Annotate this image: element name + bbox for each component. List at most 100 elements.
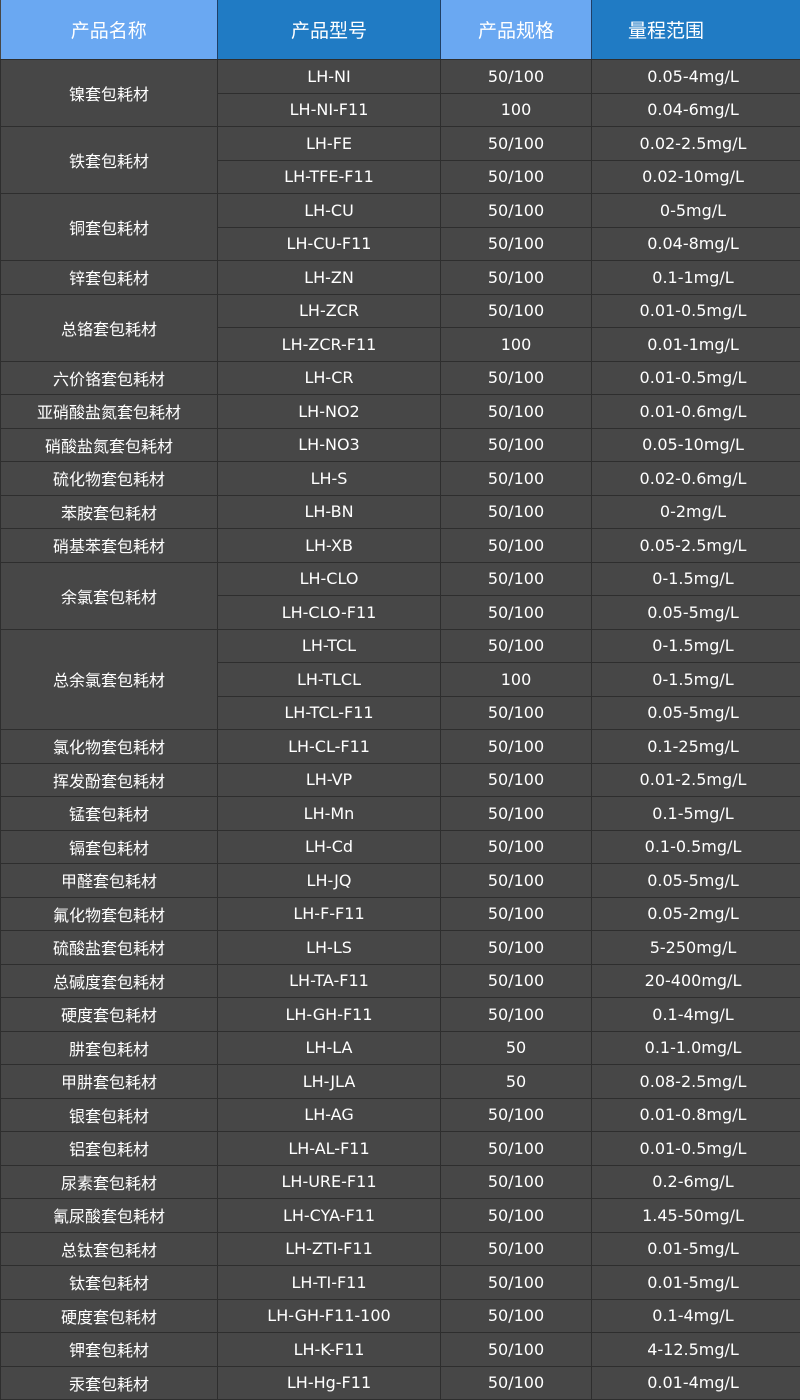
cell-product-name: 亚硝酸盐氮套包耗材 — [1, 395, 218, 429]
cell-product-name: 硝酸盐氮套包耗材 — [1, 428, 218, 462]
cell-model: LH-ZCR-F11 — [218, 328, 441, 362]
cell-spec: 50/100 — [441, 1199, 592, 1233]
cell-model: LH-CU — [218, 194, 441, 228]
cell-model: LH-LS — [218, 931, 441, 965]
cell-model: LH-JLA — [218, 1065, 441, 1099]
cell-range: 0.02-10mg/L — [592, 160, 800, 194]
cell-range: 0.1-1mg/L — [592, 261, 800, 295]
cell-spec: 50/100 — [441, 696, 592, 730]
cell-model: LH-FE — [218, 127, 441, 161]
cell-spec: 50 — [441, 1065, 592, 1099]
cell-range: 0.05-4mg/L — [592, 60, 800, 94]
cell-range: 0.04-6mg/L — [592, 93, 800, 127]
cell-model: LH-CYA-F11 — [218, 1199, 441, 1233]
cell-product-name: 氯化物套包耗材 — [1, 730, 218, 764]
cell-spec: 50/100 — [441, 127, 592, 161]
cell-spec: 50/100 — [441, 1098, 592, 1132]
cell-model: LH-TA-F11 — [218, 964, 441, 998]
cell-range: 0.08-2.5mg/L — [592, 1065, 800, 1099]
header-product-model: 产品型号 — [218, 0, 441, 60]
cell-spec: 100 — [441, 328, 592, 362]
cell-model: LH-AG — [218, 1098, 441, 1132]
cell-spec: 50/100 — [441, 1333, 592, 1367]
cell-product-name: 氰尿酸套包耗材 — [1, 1199, 218, 1233]
cell-range: 0.01-0.5mg/L — [592, 361, 800, 395]
cell-spec: 50/100 — [441, 194, 592, 228]
cell-range: 0-1.5mg/L — [592, 629, 800, 663]
cell-spec: 50/100 — [441, 261, 592, 295]
cell-model: LH-Cd — [218, 830, 441, 864]
cell-model: LH-VP — [218, 763, 441, 797]
cell-range: 0.1-4mg/L — [592, 998, 800, 1032]
cell-product-name: 镍套包耗材 — [1, 60, 218, 127]
cell-spec: 50/100 — [441, 462, 592, 496]
cell-range: 0.05-2mg/L — [592, 897, 800, 931]
cell-model: LH-GH-F11 — [218, 998, 441, 1032]
cell-spec: 50/100 — [441, 931, 592, 965]
cell-model: LH-F-F11 — [218, 897, 441, 931]
cell-model: LH-XB — [218, 529, 441, 563]
cell-product-name: 硬度套包耗材 — [1, 998, 218, 1032]
cell-product-name: 汞套包耗材 — [1, 1366, 218, 1400]
cell-range: 0.01-1mg/L — [592, 328, 800, 362]
cell-model: LH-NI — [218, 60, 441, 94]
cell-spec: 50/100 — [441, 730, 592, 764]
cell-model: LH-LA — [218, 1031, 441, 1065]
cell-spec: 50/100 — [441, 1165, 592, 1199]
cell-model: LH-URE-F11 — [218, 1165, 441, 1199]
cell-product-name: 镉套包耗材 — [1, 830, 218, 864]
cell-spec: 50/100 — [441, 864, 592, 898]
header-product-spec: 产品规格 — [441, 0, 592, 60]
cell-product-name: 锰套包耗材 — [1, 797, 218, 831]
cell-product-name: 总碱度套包耗材 — [1, 964, 218, 998]
cell-product-name: 钾套包耗材 — [1, 1333, 218, 1367]
cell-model: LH-S — [218, 462, 441, 496]
cell-spec: 50/100 — [441, 763, 592, 797]
cell-product-name: 锌套包耗材 — [1, 261, 218, 295]
cell-product-name: 总余氯套包耗材 — [1, 629, 218, 730]
cell-product-name: 总钛套包耗材 — [1, 1232, 218, 1266]
cell-spec: 100 — [441, 93, 592, 127]
cell-product-name: 铁套包耗材 — [1, 127, 218, 194]
cell-spec: 50/100 — [441, 1366, 592, 1400]
header-product-name: 产品名称 — [1, 0, 218, 60]
cell-product-name: 总铬套包耗材 — [1, 294, 218, 361]
cell-product-name: 铜套包耗材 — [1, 194, 218, 261]
header-range: 量程范围 — [592, 0, 800, 60]
cell-model: LH-JQ — [218, 864, 441, 898]
cell-model: LH-TCL-F11 — [218, 696, 441, 730]
cell-product-name: 余氯套包耗材 — [1, 562, 218, 629]
cell-range: 0.05-2.5mg/L — [592, 529, 800, 563]
cell-spec: 50/100 — [441, 897, 592, 931]
cell-model: LH-Mn — [218, 797, 441, 831]
cell-product-name: 挥发酚套包耗材 — [1, 763, 218, 797]
cell-model: LH-BN — [218, 495, 441, 529]
cell-product-name: 苯胺套包耗材 — [1, 495, 218, 529]
cell-product-name: 钛套包耗材 — [1, 1266, 218, 1300]
cell-range: 0.01-0.8mg/L — [592, 1098, 800, 1132]
cell-range: 0.01-5mg/L — [592, 1232, 800, 1266]
cell-model: LH-CU-F11 — [218, 227, 441, 261]
cell-range: 0.01-4mg/L — [592, 1366, 800, 1400]
cell-product-name: 甲肼套包耗材 — [1, 1065, 218, 1099]
cell-range: 0.05-5mg/L — [592, 864, 800, 898]
cell-spec: 50/100 — [441, 361, 592, 395]
